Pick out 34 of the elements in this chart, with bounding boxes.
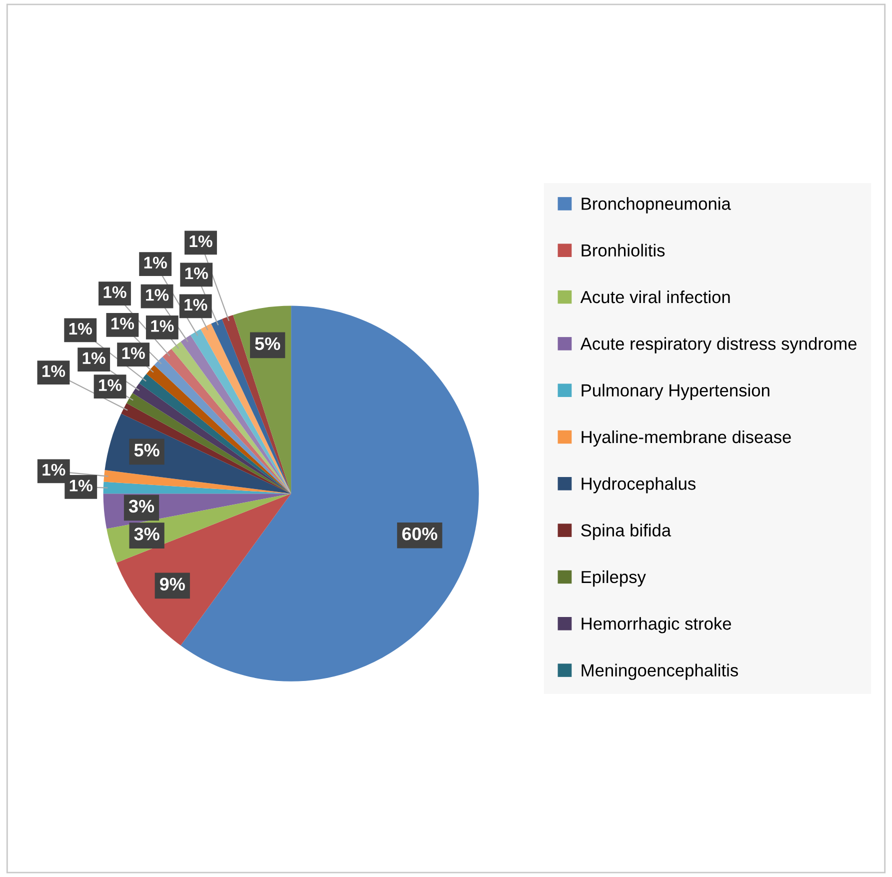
legend-label: Hemorrhagic stroke bbox=[582, 617, 732, 634]
data-label: 1% bbox=[111, 318, 134, 330]
data-label: 1% bbox=[42, 464, 66, 476]
data-label: 1% bbox=[185, 267, 208, 280]
data-label: 1% bbox=[42, 365, 66, 377]
data-label: 1% bbox=[151, 320, 174, 332]
data-label: 1% bbox=[82, 352, 106, 364]
data-label: 1% bbox=[146, 289, 169, 301]
legend-label: Meningoencephalitis bbox=[582, 664, 738, 680]
legend-label: Acute viral infection bbox=[580, 290, 730, 304]
data-label: 60% bbox=[402, 527, 438, 540]
legend-label: Hyaline-membrane disease bbox=[582, 430, 791, 447]
data-label: 5% bbox=[255, 337, 280, 350]
pie-slice bbox=[116, 494, 292, 646]
legend-label: Pulmonary Hypertension bbox=[582, 384, 770, 400]
legend-label: Bronchopneumonia bbox=[582, 197, 731, 214]
data-label: 9% bbox=[160, 578, 185, 591]
data-label: 1% bbox=[70, 480, 92, 492]
legend-label: Spina bifida bbox=[581, 524, 672, 540]
data-label: 1% bbox=[190, 235, 212, 248]
data-label: 1% bbox=[99, 379, 122, 391]
data-label: 3% bbox=[134, 528, 160, 540]
pie-slice bbox=[104, 470, 292, 494]
data-label: 1% bbox=[184, 298, 208, 311]
data-label: 5% bbox=[134, 444, 160, 457]
data-label: 1% bbox=[69, 322, 92, 335]
legend-label: Epilepsy bbox=[582, 570, 646, 587]
data-label: 3% bbox=[128, 500, 154, 513]
legend-label: Hydrocephalus bbox=[582, 477, 696, 494]
legend-label: Bronhiolitis bbox=[582, 244, 665, 257]
data-label: 1% bbox=[122, 347, 145, 359]
data-label: 1% bbox=[104, 286, 126, 298]
legend-label: Acute respiratory distress syndrome bbox=[580, 337, 856, 354]
data-label: 1% bbox=[144, 256, 167, 269]
